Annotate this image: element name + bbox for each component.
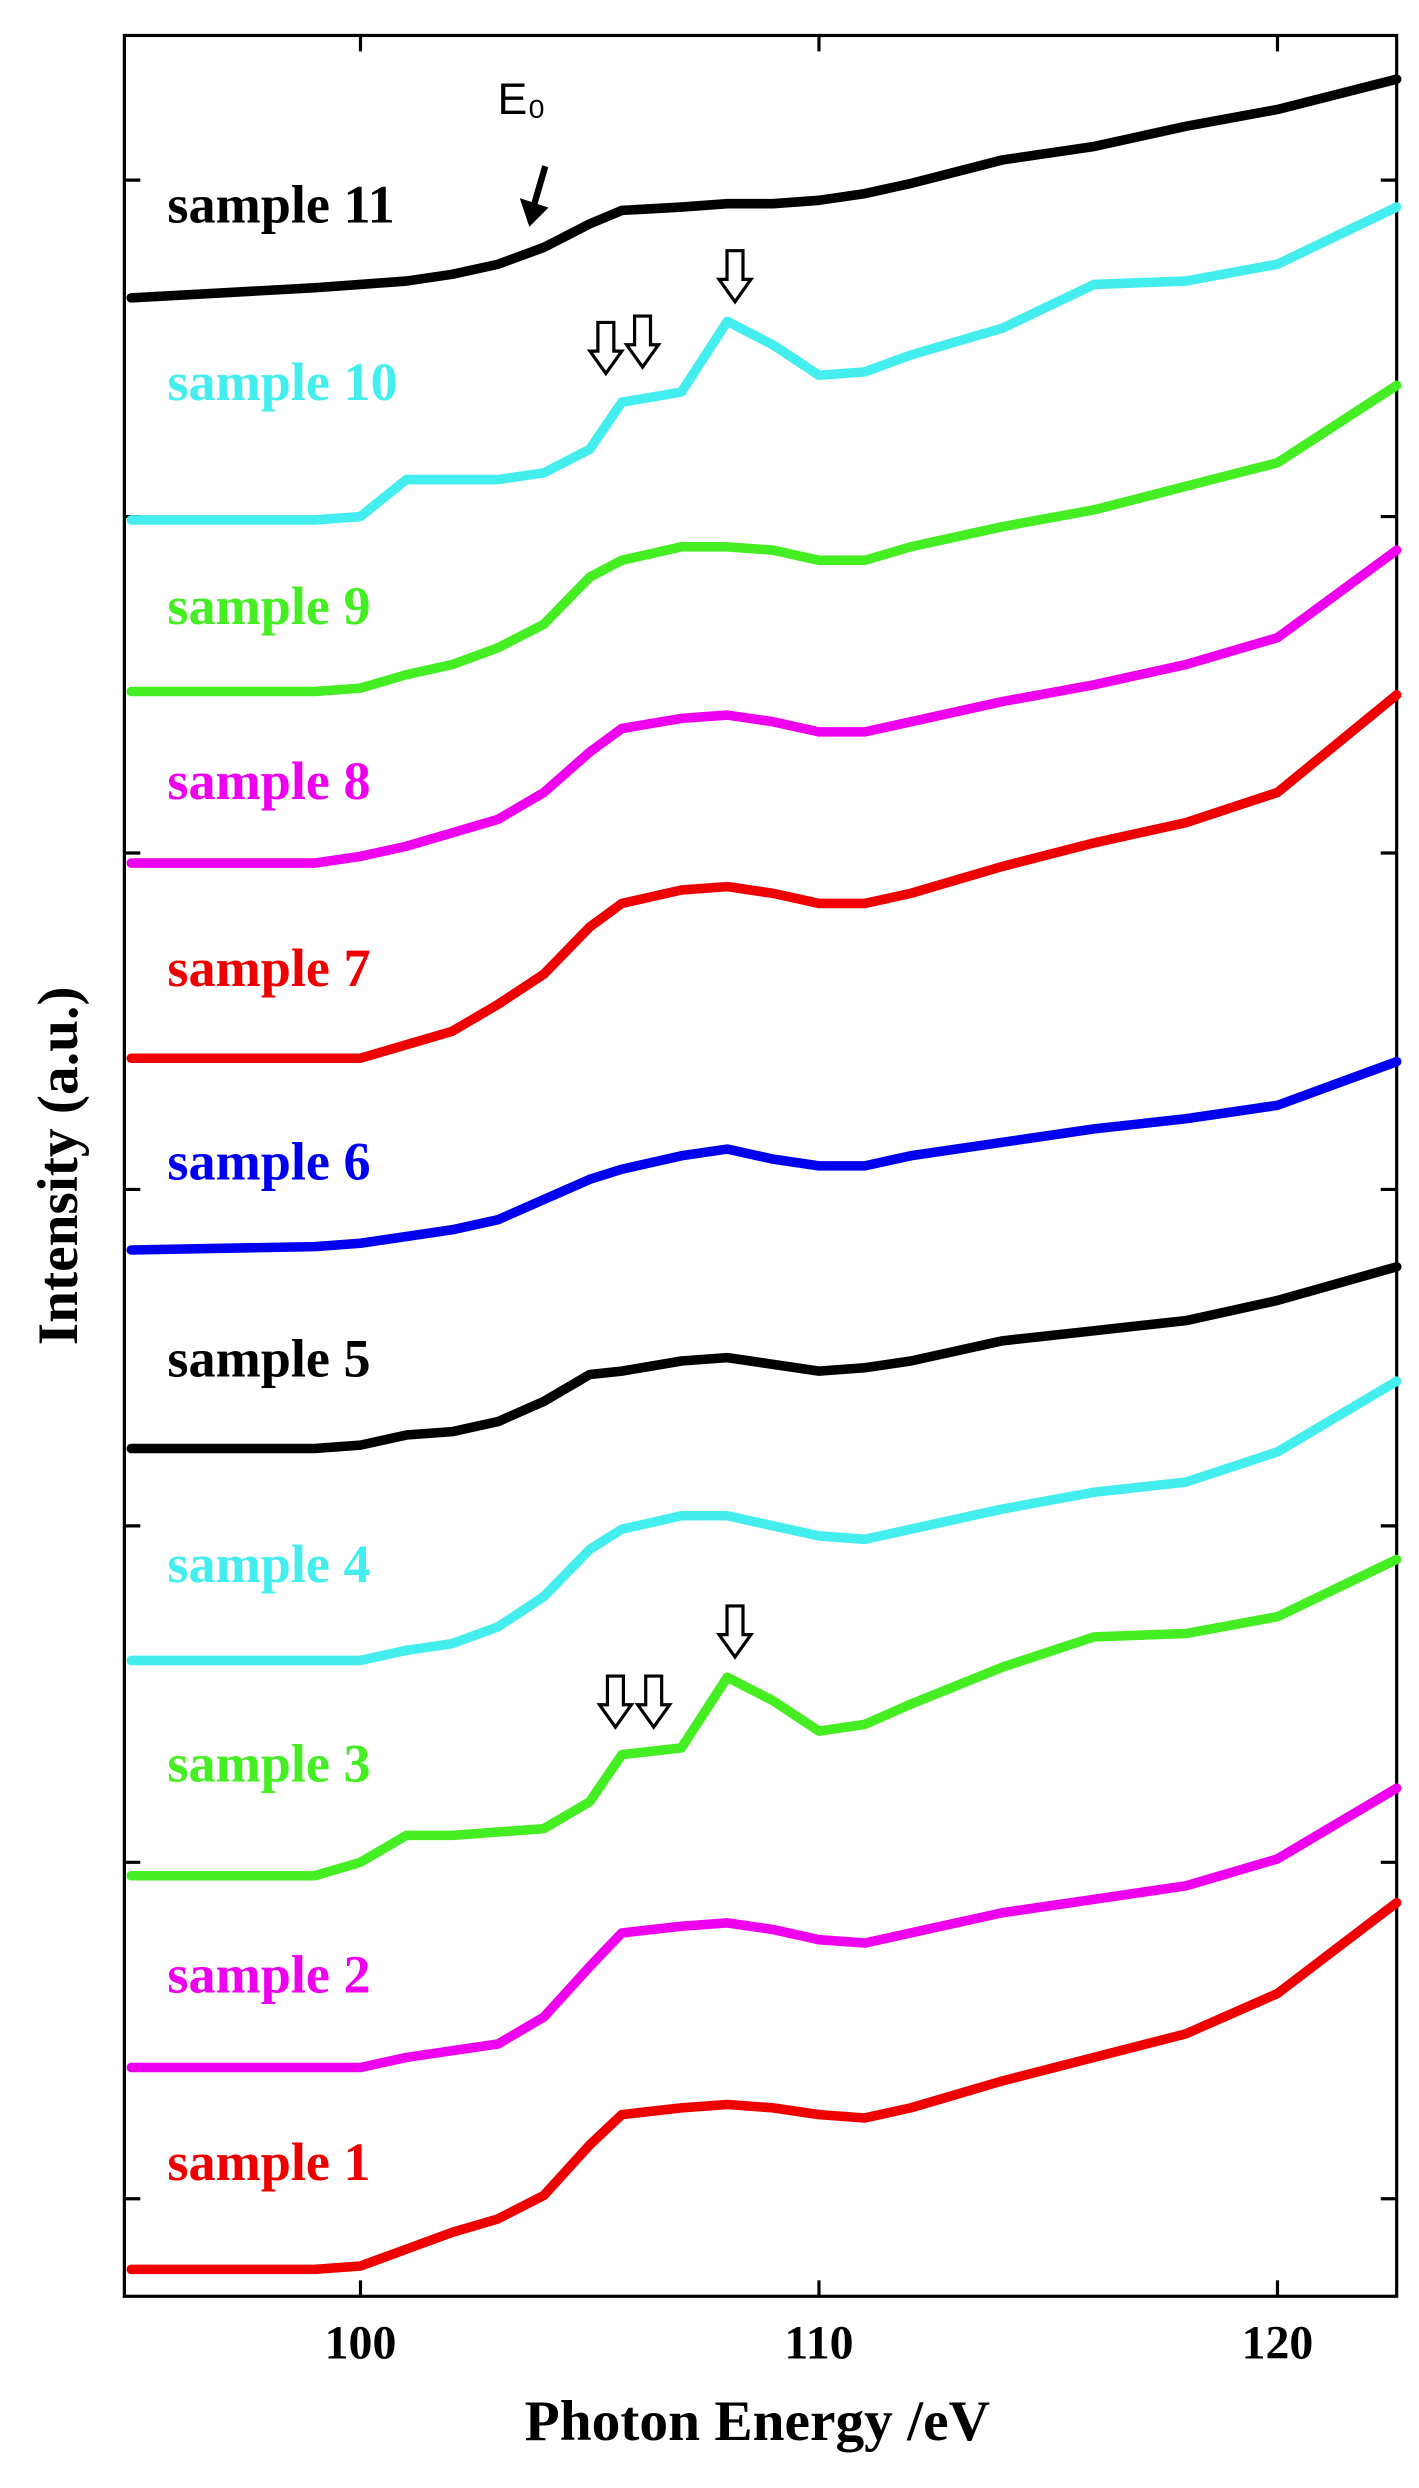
series-label: sample 4 [167, 1534, 370, 1594]
x-tick-label: 120 [1242, 2316, 1314, 2369]
series-line [126, 74, 1402, 303]
peak-arrow [634, 1674, 673, 1730]
series-line [126, 202, 1402, 525]
series-label: sample 3 [167, 1733, 370, 1793]
annotation: E₀ [497, 75, 545, 124]
series-line [126, 380, 1402, 697]
series-line [126, 545, 1402, 868]
series-line [126, 1056, 1402, 1255]
plot-frame [122, 33, 1399, 2298]
annotation-arrow [531, 165, 549, 206]
x-tick-label: 110 [784, 2316, 853, 2369]
series-line [126, 1376, 1402, 1666]
series-line [126, 1262, 1402, 1454]
series-line [126, 690, 1402, 1064]
series-label: sample 5 [167, 1328, 370, 1388]
series-label: sample 11 [167, 175, 394, 235]
series-label: sample 2 [167, 1944, 370, 2004]
peak-arrow [715, 1604, 755, 1660]
x-axis-title: Photon Energy /eV [525, 2390, 990, 2453]
series-line [126, 1897, 1402, 2275]
peak-arrow [715, 249, 755, 305]
peak-arrow [586, 320, 625, 377]
series-line [126, 1554, 1402, 1881]
series-label: sample 9 [167, 576, 370, 636]
series-line [126, 1783, 1402, 2073]
series-label: sample 10 [167, 352, 397, 412]
y-axis-title: Intensity (a.u.) [27, 987, 90, 1346]
series-label: sample 8 [167, 751, 370, 811]
series-label: sample 7 [167, 938, 370, 998]
series-label: sample 1 [167, 2132, 370, 2192]
peak-arrow [596, 1674, 635, 1730]
peak-arrow [623, 314, 662, 370]
x-tick-label: 100 [325, 2316, 397, 2369]
series-label: sample 6 [167, 1132, 370, 1192]
